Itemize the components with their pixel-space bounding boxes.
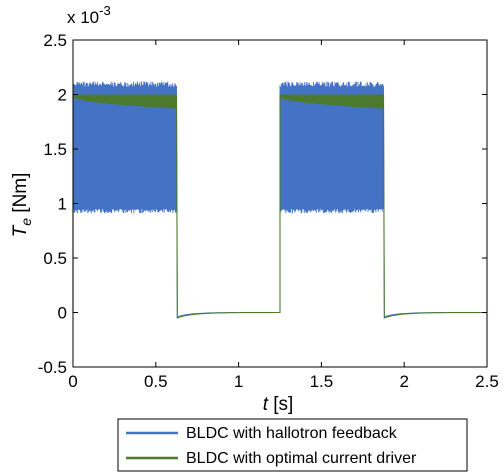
y-axis-label: Te [Nm]	[10, 173, 34, 238]
x-tick-label: 0.5	[144, 372, 168, 391]
y-tick-label: 1	[58, 195, 67, 214]
legend-label-optimal: BLDC with optimal current driver	[186, 450, 417, 467]
axes: 0 0.5 1 1.5 2 2.5-0.500.511.522.5	[38, 31, 499, 391]
x-tick-label: 0	[68, 372, 77, 391]
legend-label-hallotron: BLDC with hallotron feedback	[186, 425, 398, 442]
y-axis-label-unit: [Nm]	[10, 173, 31, 218]
y-axis-label-subscript: e	[18, 218, 34, 226]
x-tick-label: 2.5	[475, 372, 499, 391]
legend: BLDC with hallotron feedback BLDC with o…	[117, 418, 468, 472]
y-tick-label: 2	[58, 86, 67, 105]
series-optimal-line	[72, 94, 487, 319]
y-exponent-base: x 10	[67, 8, 99, 27]
x-axis-label-symbol: t	[263, 394, 269, 415]
y-tick-label: 0	[58, 304, 67, 323]
y-axis-label-symbol: T	[10, 224, 31, 237]
y-tick-label: -0.5	[38, 358, 67, 377]
x-tick-label: 1	[234, 372, 243, 391]
y-tick-label: 0.5	[43, 249, 67, 268]
x-tick-label: 1.5	[310, 372, 334, 391]
y-exponent-label: x 10-3	[67, 3, 111, 27]
y-tick-label: 1.5	[43, 140, 67, 159]
x-tick-label: 2	[399, 372, 408, 391]
plot-area	[72, 81, 487, 319]
y-tick-label: 2.5	[43, 31, 67, 50]
x-axis-label-unit: [s]	[268, 394, 293, 415]
x-axis-label: t [s]	[263, 394, 294, 415]
y-exponent-power: -3	[99, 3, 111, 18]
legend-box	[117, 418, 468, 472]
